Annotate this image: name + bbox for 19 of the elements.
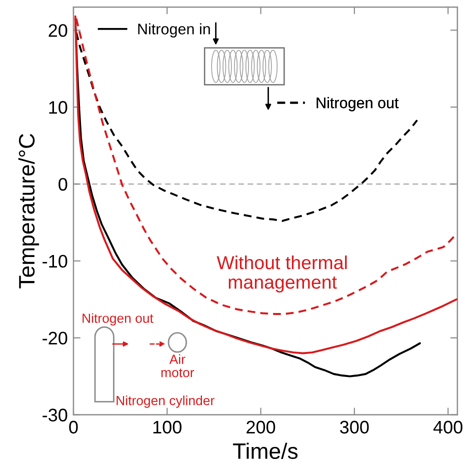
y-tick-label: 0 — [58, 178, 68, 191]
x-tick-label: 400 — [433, 420, 462, 434]
x-axis-title: Time/s — [233, 442, 298, 460]
x-tick-label: 300 — [340, 420, 369, 434]
annotation: Nitrogen cylinder — [116, 396, 214, 408]
y-tick-label: -30 — [42, 408, 68, 422]
y-tick-label: 20 — [48, 24, 68, 37]
x-tick-label: 0 — [69, 420, 78, 434]
y-tick-label: -20 — [42, 332, 68, 345]
x-tick-label: 200 — [246, 420, 276, 434]
series-label: Without thermal management — [216, 256, 347, 292]
x-tick-label: 100 — [153, 420, 182, 434]
legend-label: Nitrogen in — [138, 23, 210, 38]
y-axis-title: Temperature/°C — [18, 134, 40, 288]
y-tick-label: -10 — [42, 254, 68, 268]
annotation: Nitrogen out — [82, 313, 154, 326]
annotation: Air motor — [161, 354, 194, 378]
y-tick-label: 10 — [49, 101, 68, 114]
legend-label: Nitrogen out — [316, 97, 399, 112]
